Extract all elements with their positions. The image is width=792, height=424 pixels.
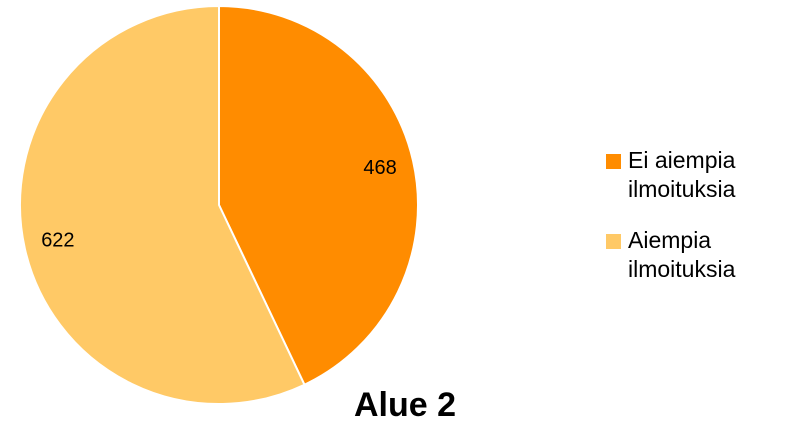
legend: Ei aiempia ilmoituksia Aiempia ilmoituks… (606, 146, 792, 306)
data-label-0: 468 (363, 157, 396, 179)
legend-item-ei-aiempia: Ei aiempia ilmoituksia (606, 146, 792, 204)
pie-data-labels: 468 622 (41, 157, 397, 252)
legend-swatch-ei-aiempia (606, 154, 621, 169)
pie-slice-1 (19, 4, 306, 405)
legend-item-aiempia: Aiempia ilmoituksia (606, 226, 792, 284)
pie-slice-0 (218, 4, 419, 387)
pie-slices (19, 4, 419, 405)
data-label-1: 622 (41, 230, 74, 252)
legend-label-ei-aiempia: Ei aiempia ilmoituksia (628, 147, 736, 202)
legend-swatch-aiempia (606, 234, 621, 249)
legend-label-aiempia: Aiempia ilmoituksia (628, 227, 736, 282)
chart-title: Alue 2 (353, 386, 457, 424)
